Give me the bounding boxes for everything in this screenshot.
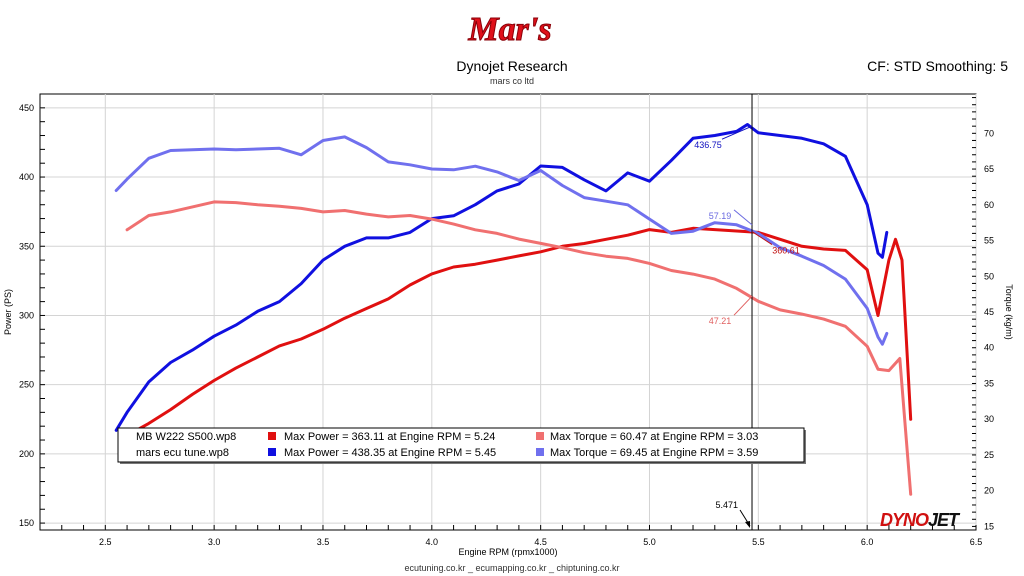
- y2-tick-label: 50: [984, 271, 994, 281]
- point-label-leader: [751, 231, 773, 245]
- series-line-stock_power: [129, 226, 913, 435]
- y2-axis-label: Torque (kg/m): [1004, 284, 1014, 340]
- series-line-mars_torque: [114, 135, 889, 346]
- y-tick-label: 300: [19, 310, 34, 320]
- y2-tick-label: 15: [984, 521, 994, 531]
- mars-logo: Mar's: [440, 6, 580, 50]
- legend-torque-text: Max Torque = 60.47 at Engine RPM = 3.03: [550, 431, 758, 443]
- x-tick-label: 5.0: [643, 537, 656, 547]
- y2-tick-label: 60: [984, 200, 994, 210]
- footer-text: ecutuning.co.kr _ ecumapping.co.kr _ chi…: [404, 563, 620, 573]
- legend-torque-swatch: [536, 448, 544, 456]
- correction-factor-text: CF: STD Smoothing: 5: [867, 58, 1008, 74]
- legend-box: [117, 427, 805, 463]
- dynojet-logo-b: JET: [928, 510, 959, 530]
- y-tick-label: 350: [19, 241, 34, 251]
- y2-tick-label: 20: [984, 486, 994, 496]
- y2-tick-label: 35: [984, 378, 994, 388]
- point-label-leader: [733, 209, 753, 226]
- y-tick-label: 400: [19, 172, 34, 182]
- legend-power-swatch: [268, 448, 276, 456]
- x-tick-label: 4.5: [534, 537, 547, 547]
- y-tick-label: 150: [19, 518, 34, 528]
- y2-tick-label: 70: [984, 128, 994, 138]
- legend-file-name: MB W222 S500.wp8: [136, 431, 236, 443]
- plot-area: [39, 93, 977, 531]
- x-axis-label: Engine RPM (rpmx1000): [458, 547, 557, 557]
- x-tick-label: 4.0: [426, 537, 439, 547]
- x-tick-label: 5.5: [752, 537, 765, 547]
- cursor-arrowhead: [745, 521, 751, 528]
- point-label-leader: [733, 295, 753, 316]
- dynojet-logo: DYNOJET: [880, 510, 959, 531]
- point-label-mars_power: 436.75: [694, 140, 722, 150]
- x-tick-label: 6.5: [970, 537, 983, 547]
- y2-tick-label: 25: [984, 450, 994, 460]
- point-label-mars_torque: 57.19: [709, 211, 732, 221]
- y2-tick-label: 65: [984, 164, 994, 174]
- x-tick-label: 2.5: [99, 537, 112, 547]
- point-label-stock_power: 360.61: [772, 246, 800, 256]
- legend-power-text: Max Power = 363.11 at Engine RPM = 5.24: [284, 431, 495, 443]
- y-axis-label: Power (PS): [3, 289, 13, 335]
- y-tick-label: 200: [19, 449, 34, 459]
- y2-tick-label: 55: [984, 236, 994, 246]
- y2-tick-label: 45: [984, 307, 994, 317]
- x-tick-label: 3.5: [317, 537, 330, 547]
- legend-file-name: mars ecu tune.wp8: [136, 447, 229, 459]
- x-tick-label: 3.0: [208, 537, 221, 547]
- y2-tick-label: 40: [984, 343, 994, 353]
- cursor-value-label: 5.471: [715, 500, 738, 510]
- legend-torque-text: Max Torque = 69.45 at Engine RPM = 3.59: [550, 447, 758, 459]
- dynojet-logo-a: DYNO: [880, 510, 929, 530]
- legend-power-text: Max Power = 438.35 at Engine RPM = 5.45: [284, 447, 496, 459]
- legend-torque-swatch: [536, 432, 544, 440]
- y2-tick-label: 30: [984, 414, 994, 424]
- legend-power-swatch: [268, 432, 276, 440]
- point-label-stock_torque: 47.21: [709, 316, 732, 326]
- y-tick-label: 450: [19, 103, 34, 113]
- chart-title: Dynojet Research: [456, 58, 568, 74]
- y-tick-label: 250: [19, 380, 34, 390]
- x-tick-label: 6.0: [861, 537, 874, 547]
- point-label-leader: [721, 125, 753, 140]
- chart-subtitle: mars co ltd: [489, 76, 534, 86]
- svg-text:Mar's: Mar's: [467, 11, 551, 48]
- series-line-stock_torque: [125, 200, 913, 496]
